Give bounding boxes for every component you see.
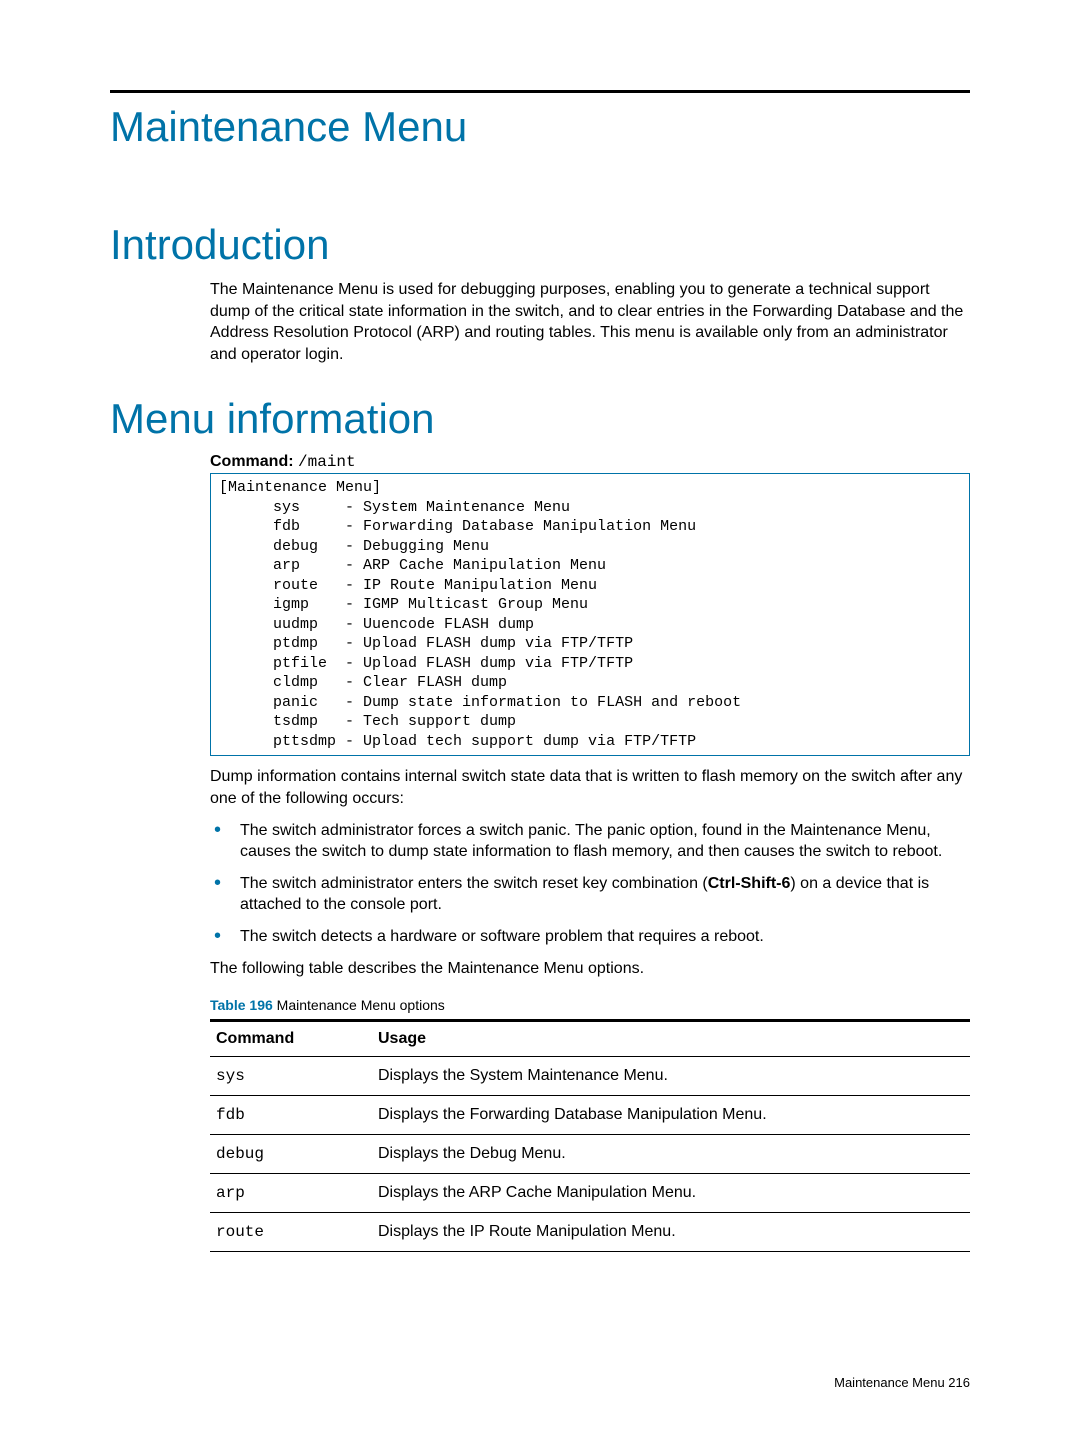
command-label: Command: xyxy=(210,453,294,470)
table-row: sys Displays the System Maintenance Menu… xyxy=(210,1057,970,1096)
table-cell-usage: Displays the ARP Cache Manipulation Menu… xyxy=(372,1174,970,1213)
command-value: /maint xyxy=(298,453,356,471)
table-header-row: Command Usage xyxy=(210,1021,970,1057)
after-code-para: Dump information contains internal switc… xyxy=(210,766,970,809)
table-row: debug Displays the Debug Menu. xyxy=(210,1135,970,1174)
table-row: fdb Displays the Forwarding Database Man… xyxy=(210,1096,970,1135)
intro-paragraph: The Maintenance Menu is used for debuggi… xyxy=(210,279,970,365)
table-cell-usage: Displays the Debug Menu. xyxy=(372,1135,970,1174)
table-row: arp Displays the ARP Cache Manipulation … xyxy=(210,1174,970,1213)
table-header-command: Command xyxy=(210,1021,372,1057)
bullet-2-pre: The switch administrator enters the swit… xyxy=(240,875,708,892)
table-cell-usage: Displays the System Maintenance Menu. xyxy=(372,1057,970,1096)
section-menuinfo-heading: Menu information xyxy=(110,395,970,443)
bullet-2-key: Ctrl-Shift-6 xyxy=(708,875,791,892)
table-row: route Displays the IP Route Manipulation… xyxy=(210,1213,970,1252)
bullet-item-3: The switch detects a hardware or softwar… xyxy=(210,926,970,948)
top-rule xyxy=(110,90,970,93)
table-cell-usage: Displays the IP Route Manipulation Menu. xyxy=(372,1213,970,1252)
table-caption: Table 196 Maintenance Menu options xyxy=(210,997,970,1013)
table-cell-cmd: debug xyxy=(210,1135,372,1174)
chapter-title: Maintenance Menu xyxy=(110,103,970,151)
command-line: Command: /maint xyxy=(210,453,970,471)
bullet-item-2: The switch administrator enters the swit… xyxy=(210,873,970,916)
table-cell-usage: Displays the Forwarding Database Manipul… xyxy=(372,1096,970,1135)
code-block: [Maintenance Menu] sys - System Maintena… xyxy=(210,473,970,756)
table-caption-text: Maintenance Menu options xyxy=(273,997,445,1013)
bullet-list: The switch administrator forces a switch… xyxy=(210,820,970,948)
table-cell-cmd: route xyxy=(210,1213,372,1252)
table-intro: The following table describes the Mainte… xyxy=(210,958,970,980)
table-cell-cmd: sys xyxy=(210,1057,372,1096)
table-header-usage: Usage xyxy=(372,1021,970,1057)
section-introduction-heading: Introduction xyxy=(110,221,970,269)
table-caption-label: Table 196 xyxy=(210,997,273,1013)
options-table: Command Usage sys Displays the System Ma… xyxy=(210,1019,970,1252)
bullet-item-1: The switch administrator forces a switch… xyxy=(210,820,970,863)
table-cell-cmd: arp xyxy=(210,1174,372,1213)
page-footer: Maintenance Menu 216 xyxy=(834,1375,970,1390)
table-cell-cmd: fdb xyxy=(210,1096,372,1135)
